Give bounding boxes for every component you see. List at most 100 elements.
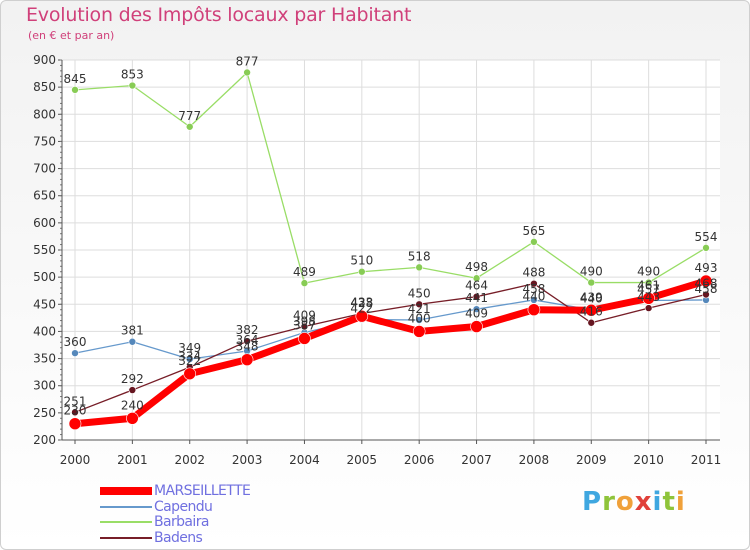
data-label-capendu: 457	[637, 282, 660, 296]
data-point-barbaira	[644, 278, 653, 287]
data-point-badens	[530, 279, 538, 288]
data-label-capendu: 398	[293, 315, 316, 329]
data-label-barbaira: 853	[121, 68, 144, 82]
logo-letter: i	[652, 487, 663, 517]
data-point-barbaira	[185, 122, 194, 131]
data-point-marseillette	[470, 320, 483, 333]
data-point-barbaira	[415, 263, 423, 272]
x-tick-label: 2006	[404, 453, 435, 467]
y-tick-label: 750	[33, 134, 56, 148]
legend-label-capendu: Capendu	[154, 498, 213, 515]
data-label-marseillette: 322	[178, 354, 201, 368]
data-point-badens	[472, 292, 481, 301]
logo-letter: o	[615, 487, 635, 517]
data-label-marseillette: 493	[695, 261, 718, 275]
data-point-marseillette	[412, 325, 426, 338]
logo-letter: x	[634, 487, 653, 517]
series-line-barbaira	[74, 71, 707, 284]
y-tick-label: 200	[33, 433, 56, 447]
x-tick-label: 2005	[347, 453, 378, 467]
y-tick-label: 500	[33, 270, 56, 284]
data-label-marseillette: 387	[293, 318, 316, 332]
data-point-marseillette	[642, 292, 655, 305]
data-label-barbaira: 554	[695, 230, 718, 244]
data-point-barbaira	[587, 278, 596, 287]
data-label-capendu: 349	[178, 341, 201, 355]
series-line-badens	[74, 283, 707, 413]
data-point-barbaira	[358, 267, 366, 276]
data-point-capendu	[472, 305, 481, 313]
y-tick-label: 300	[33, 379, 56, 393]
x-tick-label: 2001	[117, 453, 148, 467]
proxiti-logo: Proxiti	[582, 487, 686, 517]
legend-swatch-capendu	[100, 505, 152, 508]
data-point-badens	[702, 290, 710, 299]
x-tick-label: 2011	[691, 453, 722, 467]
x-tick-label: 2009	[576, 453, 607, 467]
y-tick-label: 800	[33, 107, 56, 121]
data-label-capendu: 458	[695, 282, 718, 296]
data-point-marseillette	[298, 332, 311, 345]
data-label-marseillette: 461	[637, 278, 660, 292]
data-label-barbaira: 510	[350, 254, 373, 268]
x-tick-label: 2002	[174, 453, 205, 467]
data-point-badens	[415, 300, 423, 309]
data-label-badens: 433	[350, 296, 373, 310]
data-label-badens: 488	[522, 266, 545, 280]
data-point-marseillette	[126, 411, 139, 425]
data-label-barbaira: 777	[178, 109, 201, 123]
y-tick-label: 700	[33, 162, 56, 176]
data-label-barbaira: 518	[408, 249, 431, 263]
data-point-marseillette	[699, 274, 713, 288]
data-point-marseillette	[68, 417, 82, 431]
data-label-badens: 251	[64, 394, 87, 408]
data-point-marseillette	[527, 303, 541, 317]
data-label-badens: 334	[178, 349, 201, 363]
data-label-badens: 382	[236, 323, 259, 337]
data-label-badens: 464	[465, 279, 488, 293]
data-label-badens: 416	[580, 305, 603, 319]
logo-letter: P	[582, 487, 603, 517]
data-point-badens	[644, 304, 653, 312]
legend-label-badens: Badens	[154, 529, 203, 546]
data-label-capendu: 381	[121, 324, 144, 338]
data-point-marseillette	[584, 303, 598, 317]
data-label-capendu: 421	[408, 302, 431, 316]
data-point-badens	[587, 318, 596, 327]
data-label-capendu: 441	[465, 291, 488, 305]
legend-label-barbaira: Barbaira	[154, 514, 209, 530]
data-point-capendu	[185, 355, 194, 363]
x-tick-label: 2010	[633, 453, 664, 467]
data-point-barbaira	[71, 86, 79, 94]
y-tick-label: 400	[33, 324, 56, 338]
x-tick-label: 2008	[519, 453, 550, 467]
data-label-badens: 409	[293, 309, 316, 323]
data-label-marseillette: 230	[64, 404, 87, 418]
data-label-badens: 443	[637, 290, 660, 304]
y-tick-label: 900	[33, 53, 56, 67]
data-point-barbaira	[530, 238, 538, 246]
data-label-badens: 468	[695, 277, 718, 291]
data-label-marseillette: 400	[408, 311, 431, 325]
y-tick-label: 450	[33, 297, 56, 311]
data-label-marseillette: 240	[121, 398, 144, 412]
data-point-badens	[128, 386, 137, 394]
chart-subtitle: (en € et par an)	[28, 29, 115, 42]
data-label-marseillette: 440	[522, 290, 545, 304]
data-point-barbaira	[128, 81, 137, 90]
x-tick-label: 2003	[232, 453, 263, 467]
data-label-capendu: 440	[580, 292, 603, 306]
data-label-marseillette: 348	[236, 340, 259, 354]
legend-label-marseillette: MARSEILLETTE	[154, 483, 251, 499]
y-tick-label: 650	[33, 189, 56, 203]
logo-letter: i	[675, 487, 686, 517]
data-label-barbaira: 845	[64, 72, 87, 86]
x-tick-label: 2000	[60, 453, 91, 467]
series-line-marseillette	[71, 277, 710, 428]
data-point-marseillette	[355, 309, 369, 323]
data-point-badens	[300, 322, 309, 331]
data-label-badens: 292	[121, 372, 144, 386]
legend-swatch-badens	[100, 536, 152, 539]
chart-title: Evolution des Impôts locaux par Habitant	[26, 4, 412, 26]
